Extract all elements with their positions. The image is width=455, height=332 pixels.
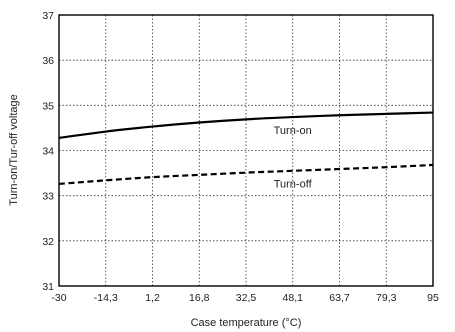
x-tick-label: -14,3 xyxy=(94,292,118,304)
y-axis-title: Turn-on/Tur-off voltage xyxy=(8,94,20,205)
annotation-label: Turn-off xyxy=(274,178,313,190)
series-line-turn-off xyxy=(58,163,434,186)
grid-lines xyxy=(59,15,433,286)
x-tick-label: 48,1 xyxy=(283,292,304,304)
x-tick-label: 1,2 xyxy=(145,292,160,304)
x-tick-labels: -30 -14,3 1,2 16,8 32,5 48,1 63,7 79,3 95 xyxy=(51,292,439,304)
series-lines xyxy=(58,111,434,186)
annotations: Turn-on Turn-off xyxy=(274,125,313,190)
plot-frame xyxy=(58,14,434,287)
y-tick-labels: 31 32 33 34 35 36 37 xyxy=(42,10,54,293)
series-line-turn-on xyxy=(58,111,434,139)
annotation-label: Turn-on xyxy=(274,125,312,137)
x-tick-label: 32,5 xyxy=(236,292,257,304)
x-tick-label: 63,7 xyxy=(329,292,350,304)
y-tick-label: 35 xyxy=(42,100,54,112)
y-tick-label: 31 xyxy=(42,281,54,293)
x-tick-label: 79,3 xyxy=(376,292,397,304)
x-tick-label: -30 xyxy=(51,292,66,304)
y-tick-label: 36 xyxy=(42,55,54,67)
x-tick-label: 16,8 xyxy=(189,292,210,304)
x-tick-label: 95 xyxy=(427,292,439,304)
y-tick-label: 34 xyxy=(42,146,54,158)
y-tick-label: 32 xyxy=(42,236,54,248)
y-tick-label: 33 xyxy=(42,191,54,203)
x-axis-title: Case temperature (°C) xyxy=(191,317,302,329)
y-tick-label: 37 xyxy=(42,10,54,22)
